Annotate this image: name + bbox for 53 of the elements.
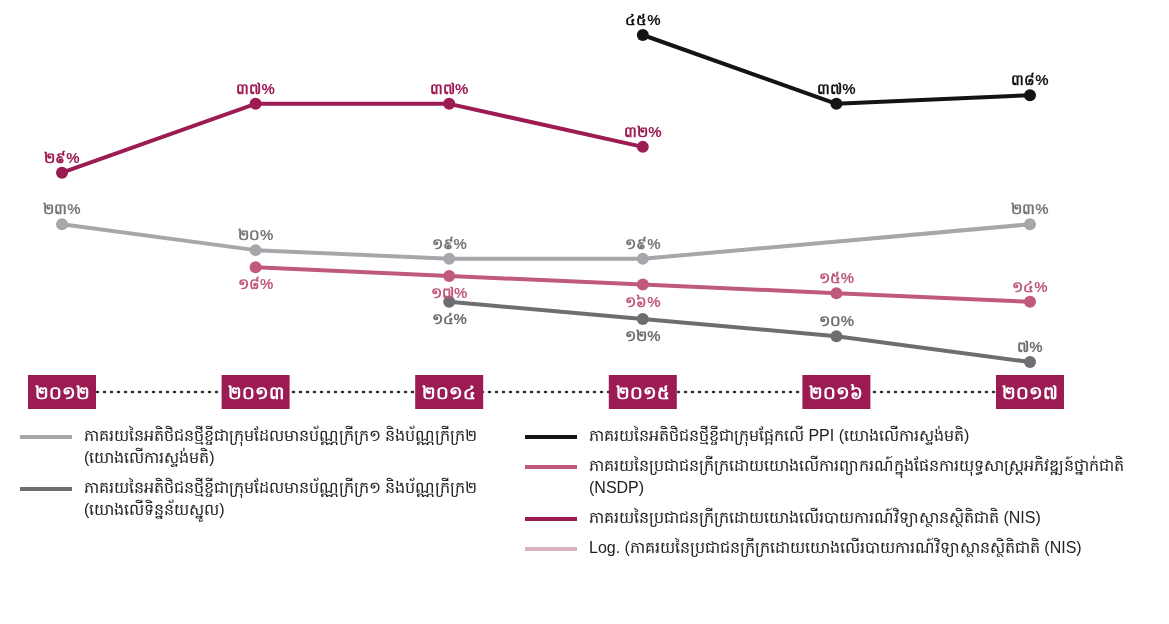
point [443,97,456,110]
data-label: ៣២% [624,122,662,140]
point [56,166,68,179]
point [56,218,68,231]
point [636,29,649,41]
point [249,97,262,110]
point [443,252,456,265]
point [249,261,262,274]
point [249,244,262,257]
point [1024,89,1036,102]
data-label: ១០% [818,312,855,330]
point [830,97,843,110]
legend-label: ភាគរយនៃអតិថិជនថ្មីខ្ចីជាក្រុមដែលមានប័ណ្ណក្រីក្រ១ និងប័ណ្ណក្រីក្រ២ (យោងលើទិន្នន័យស្នូល) [84,477,479,521]
data-label: ១៧% [431,283,468,301]
data-label: ១៤% [431,309,467,327]
x-tick-label: ២០១៥ [615,383,670,403]
point [1024,295,1036,308]
x-tick-label: ២០១៣ [227,383,284,403]
data-label: ១៤% [1012,277,1048,295]
data-label: ២៣% [43,200,81,218]
data-label: ៣៨% [1011,71,1049,89]
legend-label: ភាគរយនៃអតិថិជនថ្មីខ្ចីជាក្រុមដែលមានប័ណ្ណក្រីក្រ១ និងប័ណ្ណក្រីក្រ២ (យោងលើការស្ទង់មតិ) [84,425,479,469]
data-label: ១២% [625,326,661,344]
point [830,330,843,343]
legend-label: Log. (ភាគរយនៃប្រជាជនក្រីក្រដោយយោងលើរបាយការណ៍វិទ្យាស្ថានស្ថិតិជាតិ (NIS) [589,537,1082,559]
point [443,269,456,282]
x-tick-label: ២០១៧ [1002,383,1058,403]
point [636,278,649,291]
x-tick-label: ២០១៦ [809,383,864,403]
x-tick-label: ២០១២ [34,383,90,403]
point [830,287,843,300]
x-tick-label: ២០១៤ [422,383,477,403]
data-label: ១៥% [818,269,855,287]
data-label: ៣៧% [430,79,469,97]
legend-label: ភាគរយនៃប្រជាជនក្រីក្រដោយយោងលើការព្យាករណ៍ក្នុងផែនការយុទ្ធសាស្ត្រអភិវឌ្ឍន៍ថ្នាក់ជាតិ (NSDP) [589,455,1125,498]
data-label: ២០% [237,226,274,244]
point [636,252,649,265]
data-label: ៣៧% [236,79,275,97]
legend-label: ភាគរយនៃប្រជាជនក្រីក្រដោយយោងលើរបាយការណ៍វិទ្យាស្ថានស្ថិតិជាតិ (NIS) [589,507,1041,529]
data-label: ៤៥% [625,11,661,28]
data-label: ១៦% [625,292,661,310]
data-label: ១៨% [237,275,274,293]
point [1024,218,1036,231]
data-label: ១៩% [431,234,467,252]
data-label: ២៣% [1011,200,1049,218]
data-label: ២៩% [44,148,80,166]
data-label: ១៩% [625,234,661,252]
data-label: ៣៧% [817,79,856,97]
point [636,312,649,325]
point [636,140,649,153]
point [1024,356,1036,368]
data-label: ៧% [1017,338,1043,355]
legend-label: ភាគរយនៃអតិថិជនថ្មីខ្ចីជាក្រុមផ្អែកលើ PPI (យោងលើការស្ទង់មតិ) [589,425,970,447]
